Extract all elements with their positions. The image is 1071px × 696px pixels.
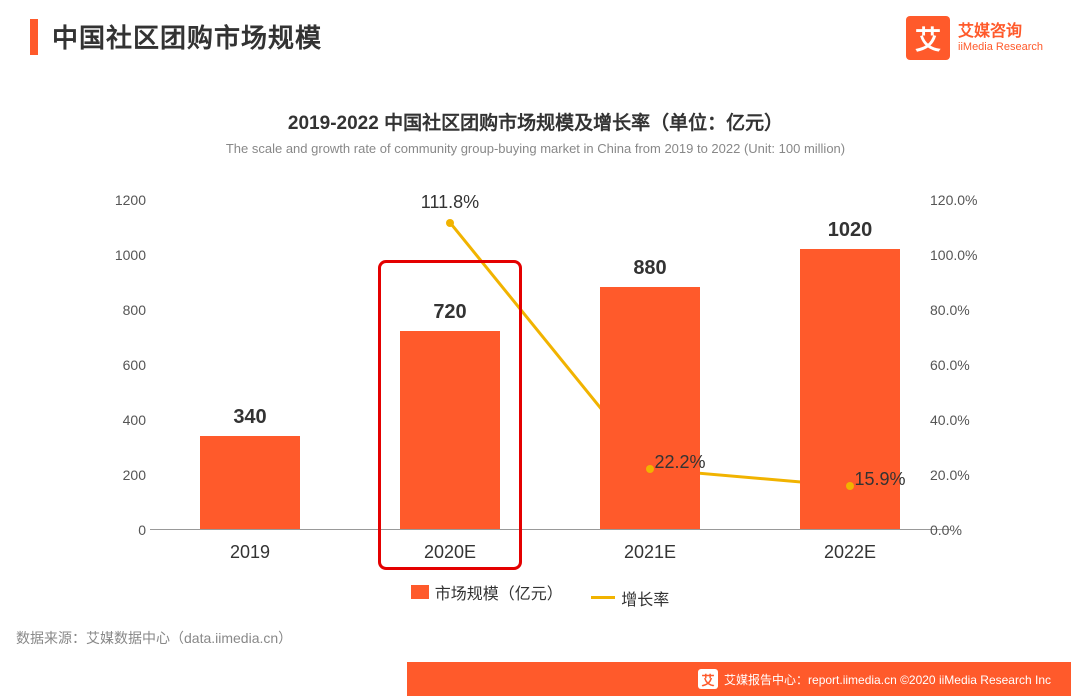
legend-item-bar: 市场规模（亿元） bbox=[411, 580, 563, 604]
y-left-tick: 1000 bbox=[104, 247, 146, 263]
y-right-tick: 120.0% bbox=[930, 192, 990, 208]
bar-2020E: 720 bbox=[400, 331, 500, 529]
brand-name-en: iiMedia Research bbox=[958, 41, 1043, 53]
bar-label: 1020 bbox=[800, 219, 900, 242]
x-axis-label: 2021E bbox=[600, 542, 700, 563]
chart-legend: 市场规模（亿元） 增长率 bbox=[90, 580, 990, 610]
y-right-tick: 40.0% bbox=[930, 412, 990, 428]
page-title: 中国社区团购市场规模 bbox=[52, 18, 322, 55]
y-right-tick: 80.0% bbox=[930, 302, 990, 318]
bar-label: 720 bbox=[400, 301, 500, 324]
chart-plot: 3407208801020111.8%22.2%15.9% bbox=[150, 200, 950, 530]
legend-label-bar: 市场规模（亿元） bbox=[435, 580, 563, 604]
x-axis-label: 2020E bbox=[400, 542, 500, 563]
legend-item-line: 增长率 bbox=[591, 586, 669, 610]
brand-mark-icon: 艾 bbox=[906, 16, 950, 60]
line-value-label: 15.9% bbox=[854, 469, 905, 490]
footer-badge-icon: 艾 bbox=[698, 669, 718, 689]
chart-title-en: The scale and growth rate of community g… bbox=[0, 141, 1071, 156]
bar-2019: 340 bbox=[200, 436, 300, 530]
footer-bar: 艾 艾媒报告中心：report.iimedia.cn ©2020 iiMedia… bbox=[0, 662, 1071, 696]
bar-label: 880 bbox=[600, 257, 700, 280]
y-left-tick: 400 bbox=[104, 412, 146, 428]
page-header: 中国社区团购市场规模 bbox=[30, 18, 322, 55]
chart-area: 3407208801020111.8%22.2%15.9% 市场规模（亿元） 增… bbox=[90, 180, 990, 580]
y-right-tick: 0.0% bbox=[930, 522, 990, 538]
y-left-tick: 800 bbox=[104, 302, 146, 318]
bar-label: 340 bbox=[200, 406, 300, 429]
x-axis-label: 2019 bbox=[200, 542, 300, 563]
line-value-label: 111.8% bbox=[421, 191, 479, 212]
line-point bbox=[646, 465, 654, 473]
y-left-tick: 200 bbox=[104, 467, 146, 483]
brand-logo: 艾 艾媒咨询 iiMedia Research bbox=[906, 16, 1043, 60]
brand-text: 艾媒咨询 iiMedia Research bbox=[958, 23, 1043, 53]
y-left-tick: 1200 bbox=[104, 192, 146, 208]
line-point bbox=[846, 482, 854, 490]
brand-name-cn: 艾媒咨询 bbox=[958, 23, 1043, 41]
y-right-tick: 100.0% bbox=[930, 247, 990, 263]
chart-title-cn: 2019-2022 中国社区团购市场规模及增长率（单位：亿元） bbox=[0, 108, 1071, 135]
legend-label-line: 增长率 bbox=[621, 586, 669, 610]
y-left-tick: 600 bbox=[104, 357, 146, 373]
chart-title-block: 2019-2022 中国社区团购市场规模及增长率（单位：亿元） The scal… bbox=[0, 108, 1071, 156]
x-axis-label: 2022E bbox=[800, 542, 900, 563]
y-right-tick: 20.0% bbox=[930, 467, 990, 483]
y-left-tick: 0 bbox=[104, 522, 146, 538]
legend-swatch-bar bbox=[411, 585, 429, 599]
line-value-label: 22.2% bbox=[654, 452, 705, 473]
footer-text: 艾媒报告中心：report.iimedia.cn ©2020 iiMedia R… bbox=[724, 671, 1051, 688]
bar-2021E: 880 bbox=[600, 287, 700, 529]
line-point bbox=[446, 219, 454, 227]
y-right-tick: 60.0% bbox=[930, 357, 990, 373]
data-source: 数据来源：艾媒数据中心（data.iimedia.cn） bbox=[16, 628, 292, 648]
legend-swatch-line bbox=[591, 596, 615, 599]
accent-bar bbox=[30, 19, 38, 55]
